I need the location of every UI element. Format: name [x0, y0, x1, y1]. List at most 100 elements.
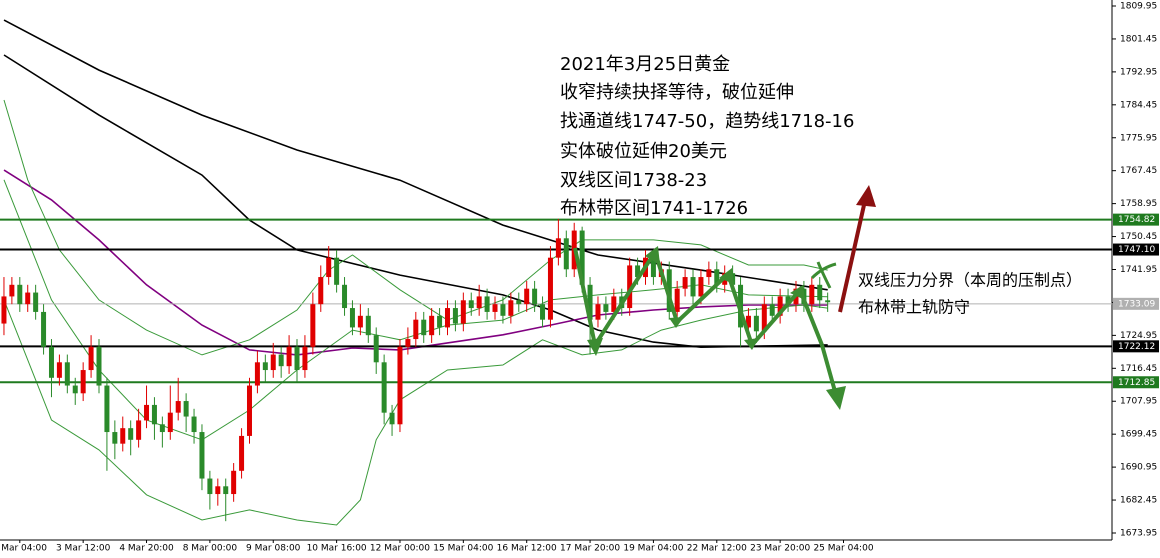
- level-tag: [1113, 213, 1159, 226]
- level-label: 1754.82: [1118, 215, 1155, 225]
- candle-body: [761, 304, 767, 332]
- up-arrow: [838, 204, 866, 313]
- candle-body: [159, 424, 165, 433]
- y-tick-label: 1699.45: [1120, 430, 1157, 440]
- candle-body: [334, 257, 340, 285]
- candle-body: [627, 265, 633, 309]
- candle-body: [56, 362, 62, 378]
- candle-body: [777, 296, 783, 316]
- candle-body: [452, 308, 458, 324]
- y-tick-label: 1758.95: [1120, 199, 1157, 209]
- indicator-line: [3, 99, 828, 356]
- arrow-head: [669, 317, 684, 328]
- candle-body: [48, 346, 54, 378]
- zigzag-path: [573, 247, 824, 351]
- level-label: 1712.85: [1118, 378, 1155, 388]
- candle-body: [635, 265, 641, 278]
- y-tick-label: 1741.95: [1120, 265, 1157, 275]
- candle-body: [72, 385, 78, 394]
- candle-body: [278, 354, 284, 367]
- x-tick-label: 17 Mar 20:00: [560, 544, 620, 554]
- candle-body: [215, 486, 221, 495]
- candle-body: [9, 284, 15, 297]
- candle-body: [104, 385, 110, 433]
- y-tick-label: 1690.95: [1120, 463, 1157, 473]
- candle-body: [650, 257, 656, 278]
- candle-body: [429, 315, 435, 336]
- arrow-head: [744, 338, 759, 350]
- candle-body: [349, 308, 355, 328]
- candle-body: [326, 257, 332, 278]
- x-tick-label: 8 Mar 00:00: [183, 544, 238, 554]
- candle-body: [468, 300, 474, 309]
- x-tick-label: 2 Mar 04:00: [0, 544, 47, 554]
- x-tick-label: 25 Mar 04:00: [813, 544, 873, 554]
- candle-body: [365, 315, 371, 336]
- y-tick-label: 1809.95: [1120, 2, 1157, 12]
- candle-body: [231, 470, 237, 495]
- candle-body: [825, 300, 831, 303]
- indicator-line: [3, 19, 828, 291]
- candle-body: [64, 362, 70, 386]
- candle-body: [603, 304, 609, 312]
- candle-body: [785, 296, 791, 305]
- candle-body: [183, 401, 189, 417]
- candle-body: [524, 288, 530, 305]
- annotation: 找通道线1747-50，趋势线1718-16: [560, 111, 854, 132]
- candle-body: [318, 277, 324, 305]
- candle-body: [611, 296, 617, 312]
- y-tick-label: 1716.45: [1120, 364, 1157, 374]
- y-tick-label: 1682.45: [1120, 496, 1157, 506]
- candle-body: [682, 277, 688, 289]
- candle-body: [817, 284, 823, 301]
- candle-body: [254, 362, 260, 386]
- candle-body: [579, 230, 585, 285]
- candle-body: [144, 404, 150, 421]
- x-tick-label: 19 Mar 04:00: [623, 544, 683, 554]
- candle-body: [595, 304, 601, 320]
- candle-body: [698, 277, 704, 297]
- candle-body: [484, 296, 490, 312]
- candle-body: [17, 284, 23, 305]
- arrow-head: [645, 246, 660, 265]
- candle-body: [444, 308, 450, 328]
- candle-body: [33, 292, 39, 312]
- candle-body: [191, 416, 197, 433]
- candle-body: [1, 296, 7, 324]
- annotation: 布林带区间1741-1726: [560, 198, 748, 219]
- candle-body: [753, 315, 759, 332]
- candle-body: [460, 300, 466, 324]
- candle-body: [120, 428, 126, 444]
- candle-body: [167, 412, 173, 433]
- arrow-head: [719, 268, 734, 284]
- y-tick-label: 1775.95: [1120, 133, 1157, 143]
- candle-body: [286, 346, 292, 367]
- level-tag: [1113, 376, 1159, 389]
- candle-body: [381, 362, 387, 413]
- level-tag: [1113, 297, 1159, 310]
- candle-body: [674, 288, 680, 312]
- drawn-arrows: [573, 185, 876, 410]
- candle-body: [563, 238, 569, 270]
- candle-body: [342, 284, 348, 309]
- candle-body: [357, 315, 363, 328]
- candle-body: [175, 401, 181, 413]
- candle-body: [516, 300, 522, 305]
- arrow-head: [587, 338, 603, 356]
- level-tag: [1113, 340, 1159, 353]
- candle-body: [25, 292, 31, 305]
- candle-body: [540, 304, 546, 320]
- x-tick-label: 15 Mar 04:00: [433, 544, 493, 554]
- candle-body: [88, 346, 94, 371]
- annotation: 实体破位延伸20美元: [560, 141, 727, 162]
- x-tick-label: 16 Mar 12:00: [497, 544, 557, 554]
- candle-body: [714, 269, 720, 285]
- x-tick-label: 9 Mar 08:00: [246, 544, 301, 554]
- candle-body: [310, 304, 316, 347]
- candle-body: [666, 269, 672, 312]
- candle-body: [500, 304, 506, 316]
- candle-body: [246, 385, 252, 436]
- candle-body: [706, 269, 712, 278]
